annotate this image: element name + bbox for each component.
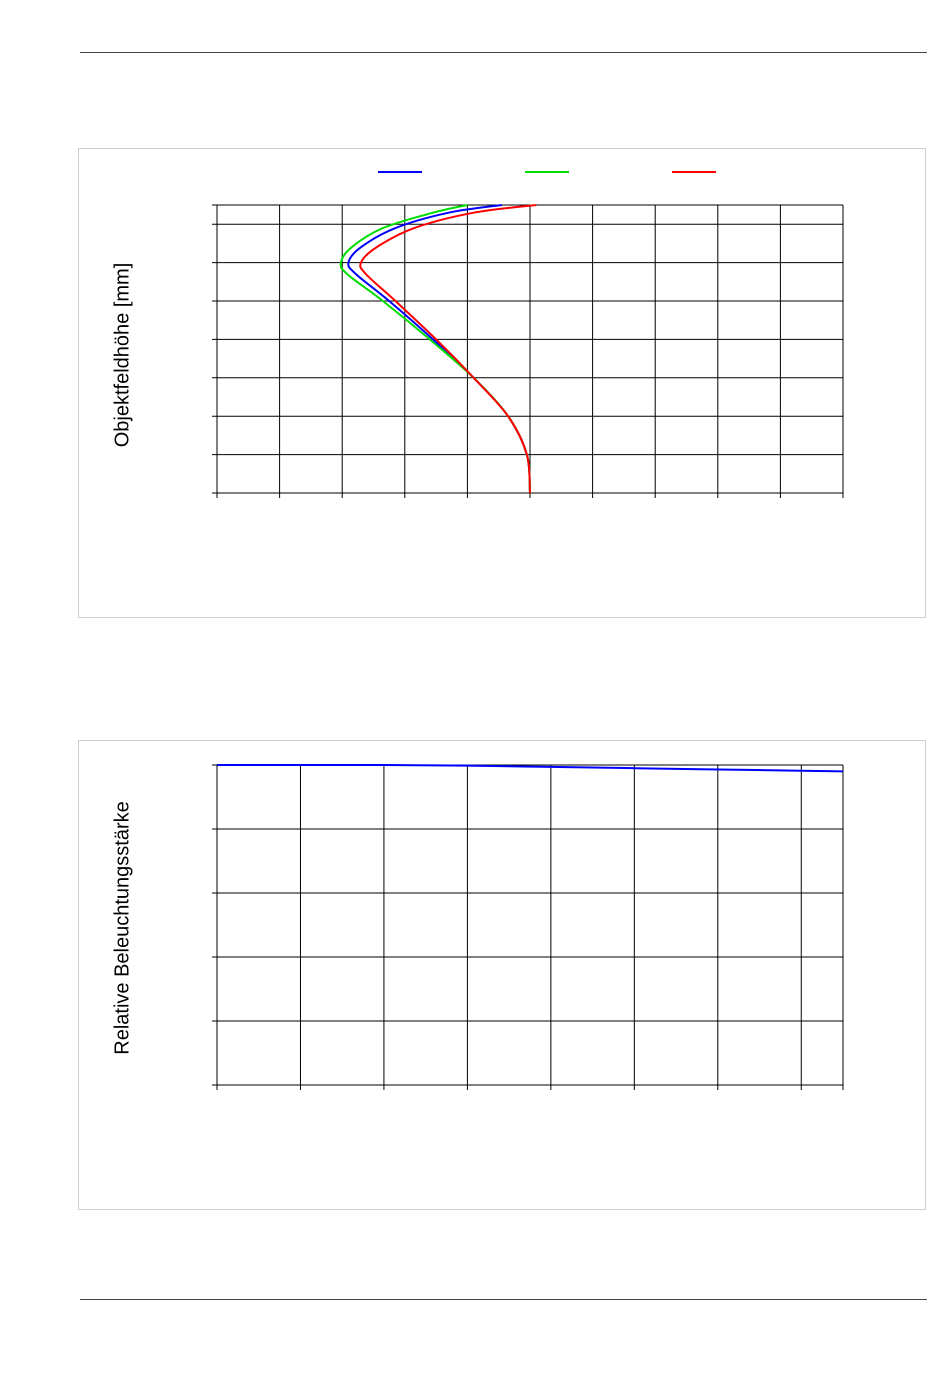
chart1-panel xyxy=(78,148,926,618)
chart1-series-2 xyxy=(359,204,537,494)
chart2-series-0 xyxy=(216,763,844,773)
header-rule xyxy=(80,52,927,53)
footer-rule xyxy=(80,1299,927,1300)
chart2-panel xyxy=(78,740,926,1210)
